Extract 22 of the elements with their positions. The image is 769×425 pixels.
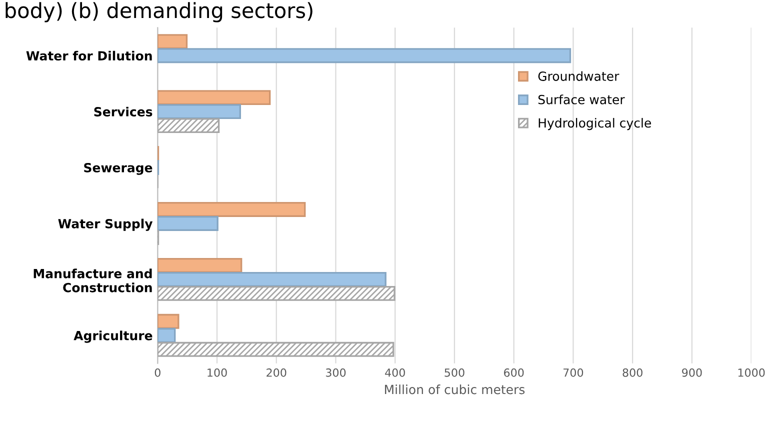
x-tick-label: 0 bbox=[154, 368, 160, 377]
y-tick-label: Water Supply bbox=[58, 218, 153, 231]
x-tick-label: 800 bbox=[622, 368, 642, 377]
x-tick-label: 600 bbox=[504, 368, 524, 377]
x-tick-label: 300 bbox=[326, 368, 346, 377]
x-tick-label: 100 bbox=[208, 368, 227, 377]
y-tick-label: Sewerage bbox=[84, 162, 152, 175]
legend-label: Hydrological cycle bbox=[538, 118, 651, 130]
y-tick-label: Agriculture bbox=[74, 330, 152, 343]
y-tick-label: Water for Dilution bbox=[26, 50, 152, 61]
x-axis-title: Million of cubic meters bbox=[385, 384, 525, 394]
y-tick-label: Services bbox=[94, 106, 152, 116]
y-tick-label: Manufacture and Construction bbox=[34, 268, 152, 292]
chart-title: body) (b) demanding sectors) bbox=[6, 2, 312, 22]
x-tick-label: 1000 bbox=[738, 368, 765, 377]
x-tick-label: 400 bbox=[385, 368, 405, 377]
legend-label: Groundwater bbox=[538, 71, 620, 81]
x-tick-label: 700 bbox=[564, 368, 584, 377]
legend-label: Surface water bbox=[538, 94, 625, 104]
x-tick-label: 200 bbox=[266, 368, 286, 377]
x-tick-label: 900 bbox=[682, 368, 702, 377]
x-tick-label: 500 bbox=[444, 368, 464, 377]
